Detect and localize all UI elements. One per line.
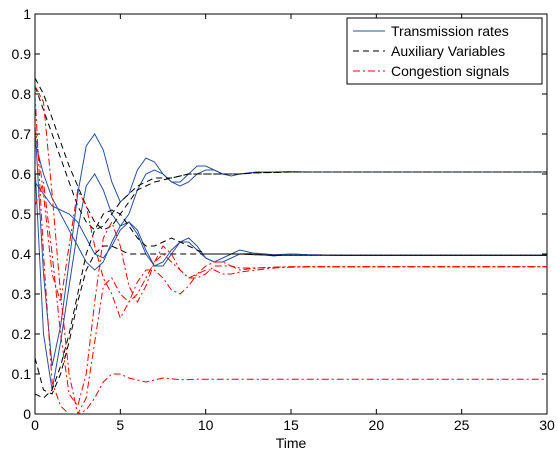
x-tick-label: 5 — [116, 417, 124, 433]
y-tick-label: 1 — [23, 6, 31, 22]
x-tick-label: 10 — [198, 417, 214, 433]
series-line-8 — [35, 209, 547, 399]
legend-label: Congestion signals — [391, 63, 509, 79]
series-line-10 — [35, 85, 547, 414]
series-line-7 — [35, 245, 547, 395]
y-tick-label: 0.5 — [12, 206, 32, 222]
y-tick-label: 0.9 — [12, 46, 32, 62]
x-tick-label: 25 — [454, 417, 470, 433]
legend-label: Auxiliary Variables — [391, 43, 505, 59]
legend-label: Transmission rates — [391, 23, 509, 39]
y-tick-label: 0.3 — [12, 286, 32, 302]
y-tick-label: 0.8 — [12, 86, 32, 102]
series-line-11 — [35, 125, 547, 320]
series-line-5 — [35, 77, 547, 231]
y-tick-label: 0.7 — [12, 126, 32, 142]
legend-box — [346, 17, 543, 85]
x-tick-label: 30 — [539, 417, 555, 433]
y-tick-label: 0 — [23, 406, 31, 422]
y-tick-label: 0.4 — [12, 246, 32, 262]
series-line-6 — [35, 85, 547, 231]
x-axis-label: Time — [276, 435, 307, 451]
y-tick-label: 0.2 — [12, 326, 32, 342]
x-tick-label: 0 — [31, 417, 39, 433]
x-tick-label: 20 — [369, 417, 385, 433]
y-tick-label: 0.1 — [12, 366, 32, 382]
x-tick-label: 15 — [283, 417, 299, 433]
legend: Transmission rates Auxiliary Variables Con… — [346, 17, 543, 85]
y-tick-label: 0.6 — [12, 166, 32, 182]
